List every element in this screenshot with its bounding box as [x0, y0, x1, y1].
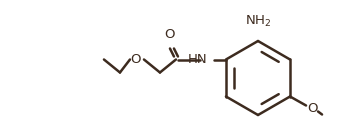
Text: NH$_2$: NH$_2$ — [245, 14, 271, 29]
Text: O: O — [131, 53, 141, 66]
Text: HN: HN — [187, 53, 207, 66]
Text: O: O — [165, 27, 175, 41]
Text: O: O — [307, 102, 317, 115]
